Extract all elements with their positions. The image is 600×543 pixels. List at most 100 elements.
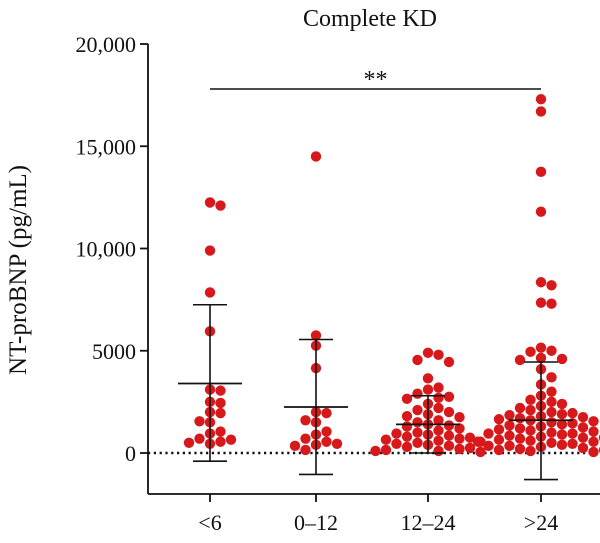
data-point <box>475 446 486 458</box>
data-point <box>443 420 455 431</box>
data-point <box>546 372 557 383</box>
data-point <box>525 404 536 416</box>
data-point <box>401 421 413 432</box>
y-tick-label: 0 <box>125 441 136 466</box>
data-point <box>412 417 423 428</box>
data-point <box>215 426 226 437</box>
data-point <box>380 434 392 445</box>
y-axis-label: NT-proBNP (pg/mL) <box>5 165 32 375</box>
data-point <box>422 373 434 384</box>
data-point <box>483 428 494 439</box>
data-point <box>514 423 526 434</box>
data-point <box>433 415 444 426</box>
x-tick-label: >24 <box>524 510 558 535</box>
data-point <box>525 425 536 436</box>
data-point <box>567 438 578 449</box>
data-point <box>422 347 434 358</box>
data-point <box>546 437 557 448</box>
data-point <box>454 423 465 434</box>
data-point <box>215 436 226 447</box>
data-point <box>535 94 547 105</box>
data-point <box>514 413 526 424</box>
data-point <box>514 443 526 455</box>
data-point <box>535 352 547 364</box>
data-point <box>546 386 557 397</box>
data-point <box>401 393 413 405</box>
data-point <box>546 406 557 418</box>
data-point <box>215 397 226 409</box>
data-point <box>401 441 413 453</box>
data-point <box>514 433 526 444</box>
data-point <box>483 440 494 452</box>
data-point <box>215 385 226 396</box>
data-point <box>493 424 505 435</box>
data-point <box>391 428 402 439</box>
data-point <box>433 425 444 436</box>
data-point <box>504 430 515 441</box>
data-point <box>454 433 465 444</box>
x-tick-label: 0–12 <box>294 510 338 535</box>
data-point <box>433 392 444 403</box>
y-tick-label: 15,000 <box>76 134 137 159</box>
data-point <box>215 200 226 211</box>
data-point <box>525 435 536 446</box>
data-point <box>204 287 216 298</box>
data-point <box>321 436 332 447</box>
data-point <box>310 151 322 162</box>
data-point <box>493 444 505 456</box>
data-point <box>300 415 311 426</box>
data-point <box>194 416 205 427</box>
y-tick-label: 5000 <box>92 339 136 364</box>
x-tick-label: 12–24 <box>401 510 456 535</box>
data-point <box>443 440 455 452</box>
data-point <box>194 433 205 444</box>
data-point <box>422 384 434 395</box>
data-point <box>472 436 484 447</box>
data-point <box>321 426 332 437</box>
data-point <box>433 435 444 446</box>
data-point <box>525 445 536 457</box>
data-point <box>546 298 557 309</box>
data-point <box>204 245 216 256</box>
data-point <box>567 428 578 439</box>
data-point <box>412 427 423 438</box>
plot-area: 0 5000 10,000 15,000 20,000 <6 0–12 12–24 >24 ** <box>76 32 600 535</box>
data-point <box>556 408 568 420</box>
data-point <box>556 419 568 430</box>
data-point <box>504 440 515 452</box>
data-point <box>493 414 505 425</box>
data-point <box>443 406 455 418</box>
data-point <box>588 426 599 437</box>
data-point <box>535 166 547 178</box>
data-point <box>183 437 195 448</box>
data-point <box>535 106 547 117</box>
data-point <box>493 434 505 445</box>
data-point <box>412 388 423 399</box>
data-point <box>289 440 301 452</box>
data-point <box>300 444 311 456</box>
data-point <box>310 330 322 341</box>
data-point <box>546 280 557 291</box>
data-point <box>556 429 568 440</box>
data-point <box>433 445 444 457</box>
data-point <box>504 420 515 431</box>
chart-title: Complete KD <box>303 6 437 32</box>
data-point <box>577 432 589 443</box>
data-point <box>225 434 237 445</box>
data-point <box>412 437 423 448</box>
data-point <box>204 197 216 208</box>
data-point <box>556 398 568 410</box>
data-point <box>577 412 589 423</box>
data-point <box>546 345 557 356</box>
data-point <box>443 356 455 368</box>
data-point <box>412 354 423 366</box>
data-point <box>433 349 444 361</box>
data-point <box>321 407 332 419</box>
data-point <box>401 410 413 422</box>
data-point <box>433 402 444 414</box>
x-tick-label: <6 <box>198 510 221 535</box>
data-point <box>588 446 599 458</box>
data-point <box>504 409 515 421</box>
data-point <box>556 439 568 451</box>
